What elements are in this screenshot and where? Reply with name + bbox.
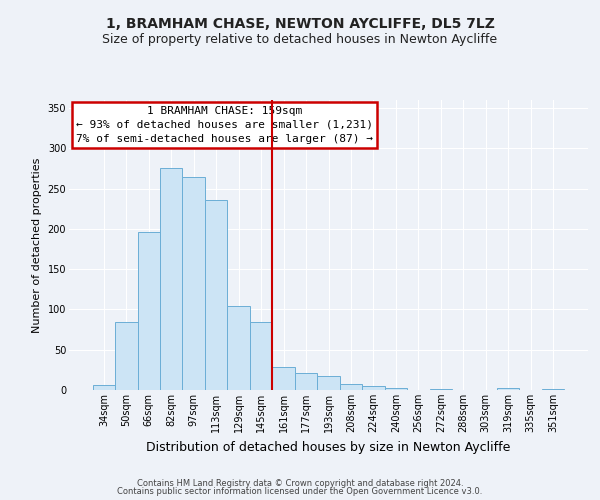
- Bar: [272, 368, 295, 390]
- Text: 1 BRAMHAM CHASE: 159sqm
← 93% of detached houses are smaller (1,231)
7% of semi-: 1 BRAMHAM CHASE: 159sqm ← 93% of detache…: [76, 106, 373, 144]
- Bar: [205, 200, 227, 390]
- Bar: [137, 232, 160, 390]
- Y-axis label: Number of detached properties: Number of detached properties: [32, 158, 42, 332]
- Bar: [250, 322, 272, 390]
- Bar: [115, 322, 137, 390]
- Bar: [362, 386, 385, 390]
- Bar: [92, 385, 115, 390]
- Bar: [160, 168, 182, 390]
- Bar: [385, 388, 407, 390]
- Bar: [295, 373, 317, 390]
- Bar: [542, 389, 565, 390]
- Bar: [227, 306, 250, 390]
- X-axis label: Distribution of detached houses by size in Newton Aycliffe: Distribution of detached houses by size …: [146, 440, 511, 454]
- Text: 1, BRAMHAM CHASE, NEWTON AYCLIFFE, DL5 7LZ: 1, BRAMHAM CHASE, NEWTON AYCLIFFE, DL5 7…: [106, 18, 494, 32]
- Bar: [430, 389, 452, 390]
- Text: Contains HM Land Registry data © Crown copyright and database right 2024.: Contains HM Land Registry data © Crown c…: [137, 478, 463, 488]
- Bar: [497, 388, 520, 390]
- Text: Contains public sector information licensed under the Open Government Licence v3: Contains public sector information licen…: [118, 487, 482, 496]
- Text: Size of property relative to detached houses in Newton Aycliffe: Size of property relative to detached ho…: [103, 32, 497, 46]
- Bar: [340, 384, 362, 390]
- Bar: [317, 376, 340, 390]
- Bar: [182, 176, 205, 390]
